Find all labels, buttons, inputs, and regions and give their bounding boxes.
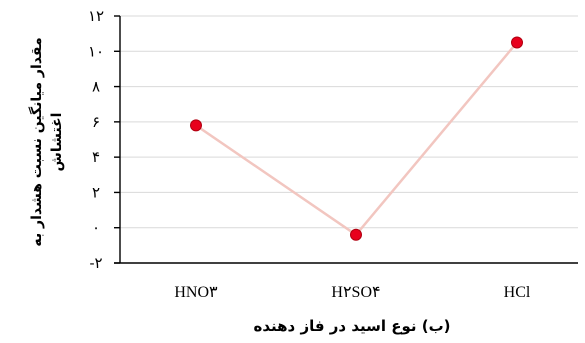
grid-lines [120,15,578,229]
series-group [190,36,523,241]
x-tick-label: HCl [504,284,531,301]
y-axis-title-line-2: اغتشاش [49,113,65,172]
data-point [511,36,523,49]
data-point [190,119,202,132]
y-axis-title-line-1: مقدار میانگین نسبت هشدار به [28,37,45,246]
y-tick-labels: -۲ ۰ ۲ ۴ ۶ ۸ ۱۰ ۱۲ [88,7,120,272]
y-tick-label: ۲ [92,183,100,201]
y-tick-label: ۶ [92,113,100,131]
y-tick-label: ۴ [92,148,100,166]
x-tick-label: H۲SO۴ [331,284,380,301]
series-line [195,41,518,237]
x-tick-labels: HNO۳ H۲SO۴ HCl [174,284,531,301]
x-tick-label: HNO۳ [174,284,218,301]
y-tick-label: -۲ [89,254,102,272]
data-point [350,228,362,241]
y-tick-label: ۸ [92,78,100,96]
y-tick-label: ۱۰ [88,42,104,60]
x-axis-title: (ب) نوع اسید در فاز دهنده [253,317,450,335]
y-tick-label: ۰ [92,219,100,237]
axes [114,16,578,264]
y-tick-label: ۱۲ [88,7,104,25]
